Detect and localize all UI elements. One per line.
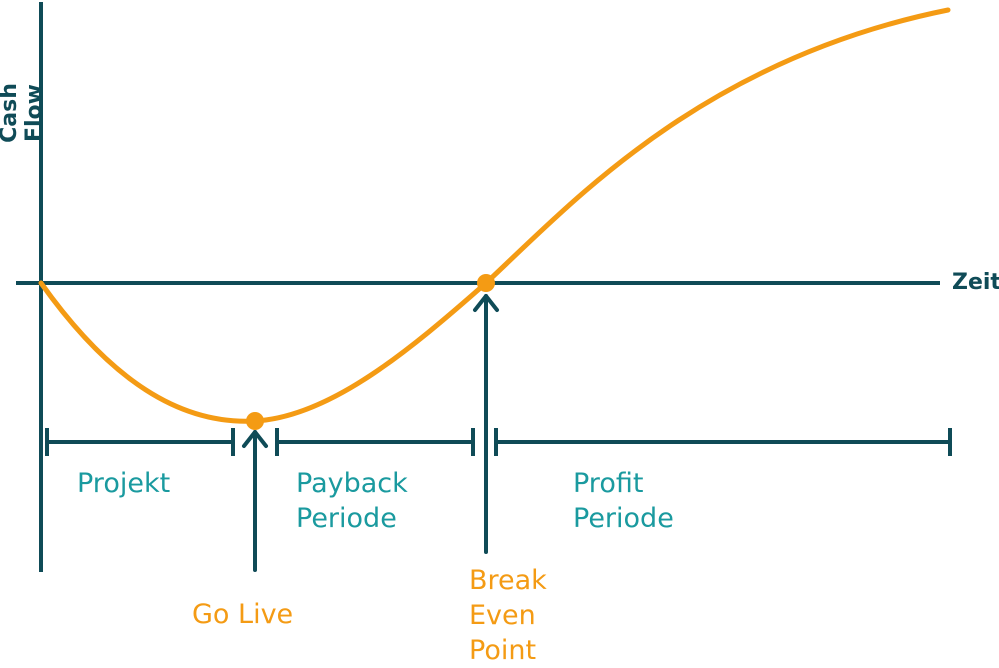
phase-label-profit: Profit Periode (573, 466, 674, 536)
break-even-label: Break Even Point (469, 563, 547, 668)
phase-bracket-payback (275, 428, 475, 456)
break-even-label-line1: Break (469, 565, 547, 596)
phase-label-profit-line1: Profit (573, 468, 644, 499)
break-even-point (477, 274, 495, 292)
cash-flow-curve (38, 7, 951, 424)
go-live-label: Go Live (192, 599, 294, 630)
go-live-point (246, 412, 264, 430)
break-even-label-line3: Point (469, 635, 537, 666)
phase-label-payback: Payback Periode (296, 466, 408, 536)
y-axis-label: Cash Flow (0, 83, 47, 143)
phase-label-projekt: Projekt (77, 468, 171, 499)
phase-label-profit-line2: Periode (573, 503, 674, 534)
go-live-arrow (242, 430, 268, 572)
x-axis-label: Zeit (952, 270, 999, 295)
phase-bracket-profit (494, 428, 952, 456)
phase-bracket-projekt (45, 428, 235, 456)
phase-label-payback-line1: Payback (296, 468, 408, 499)
phase-label-payback-line2: Periode (296, 503, 397, 534)
break-even-arrow (473, 294, 499, 554)
break-even-label-line2: Even (469, 600, 536, 631)
